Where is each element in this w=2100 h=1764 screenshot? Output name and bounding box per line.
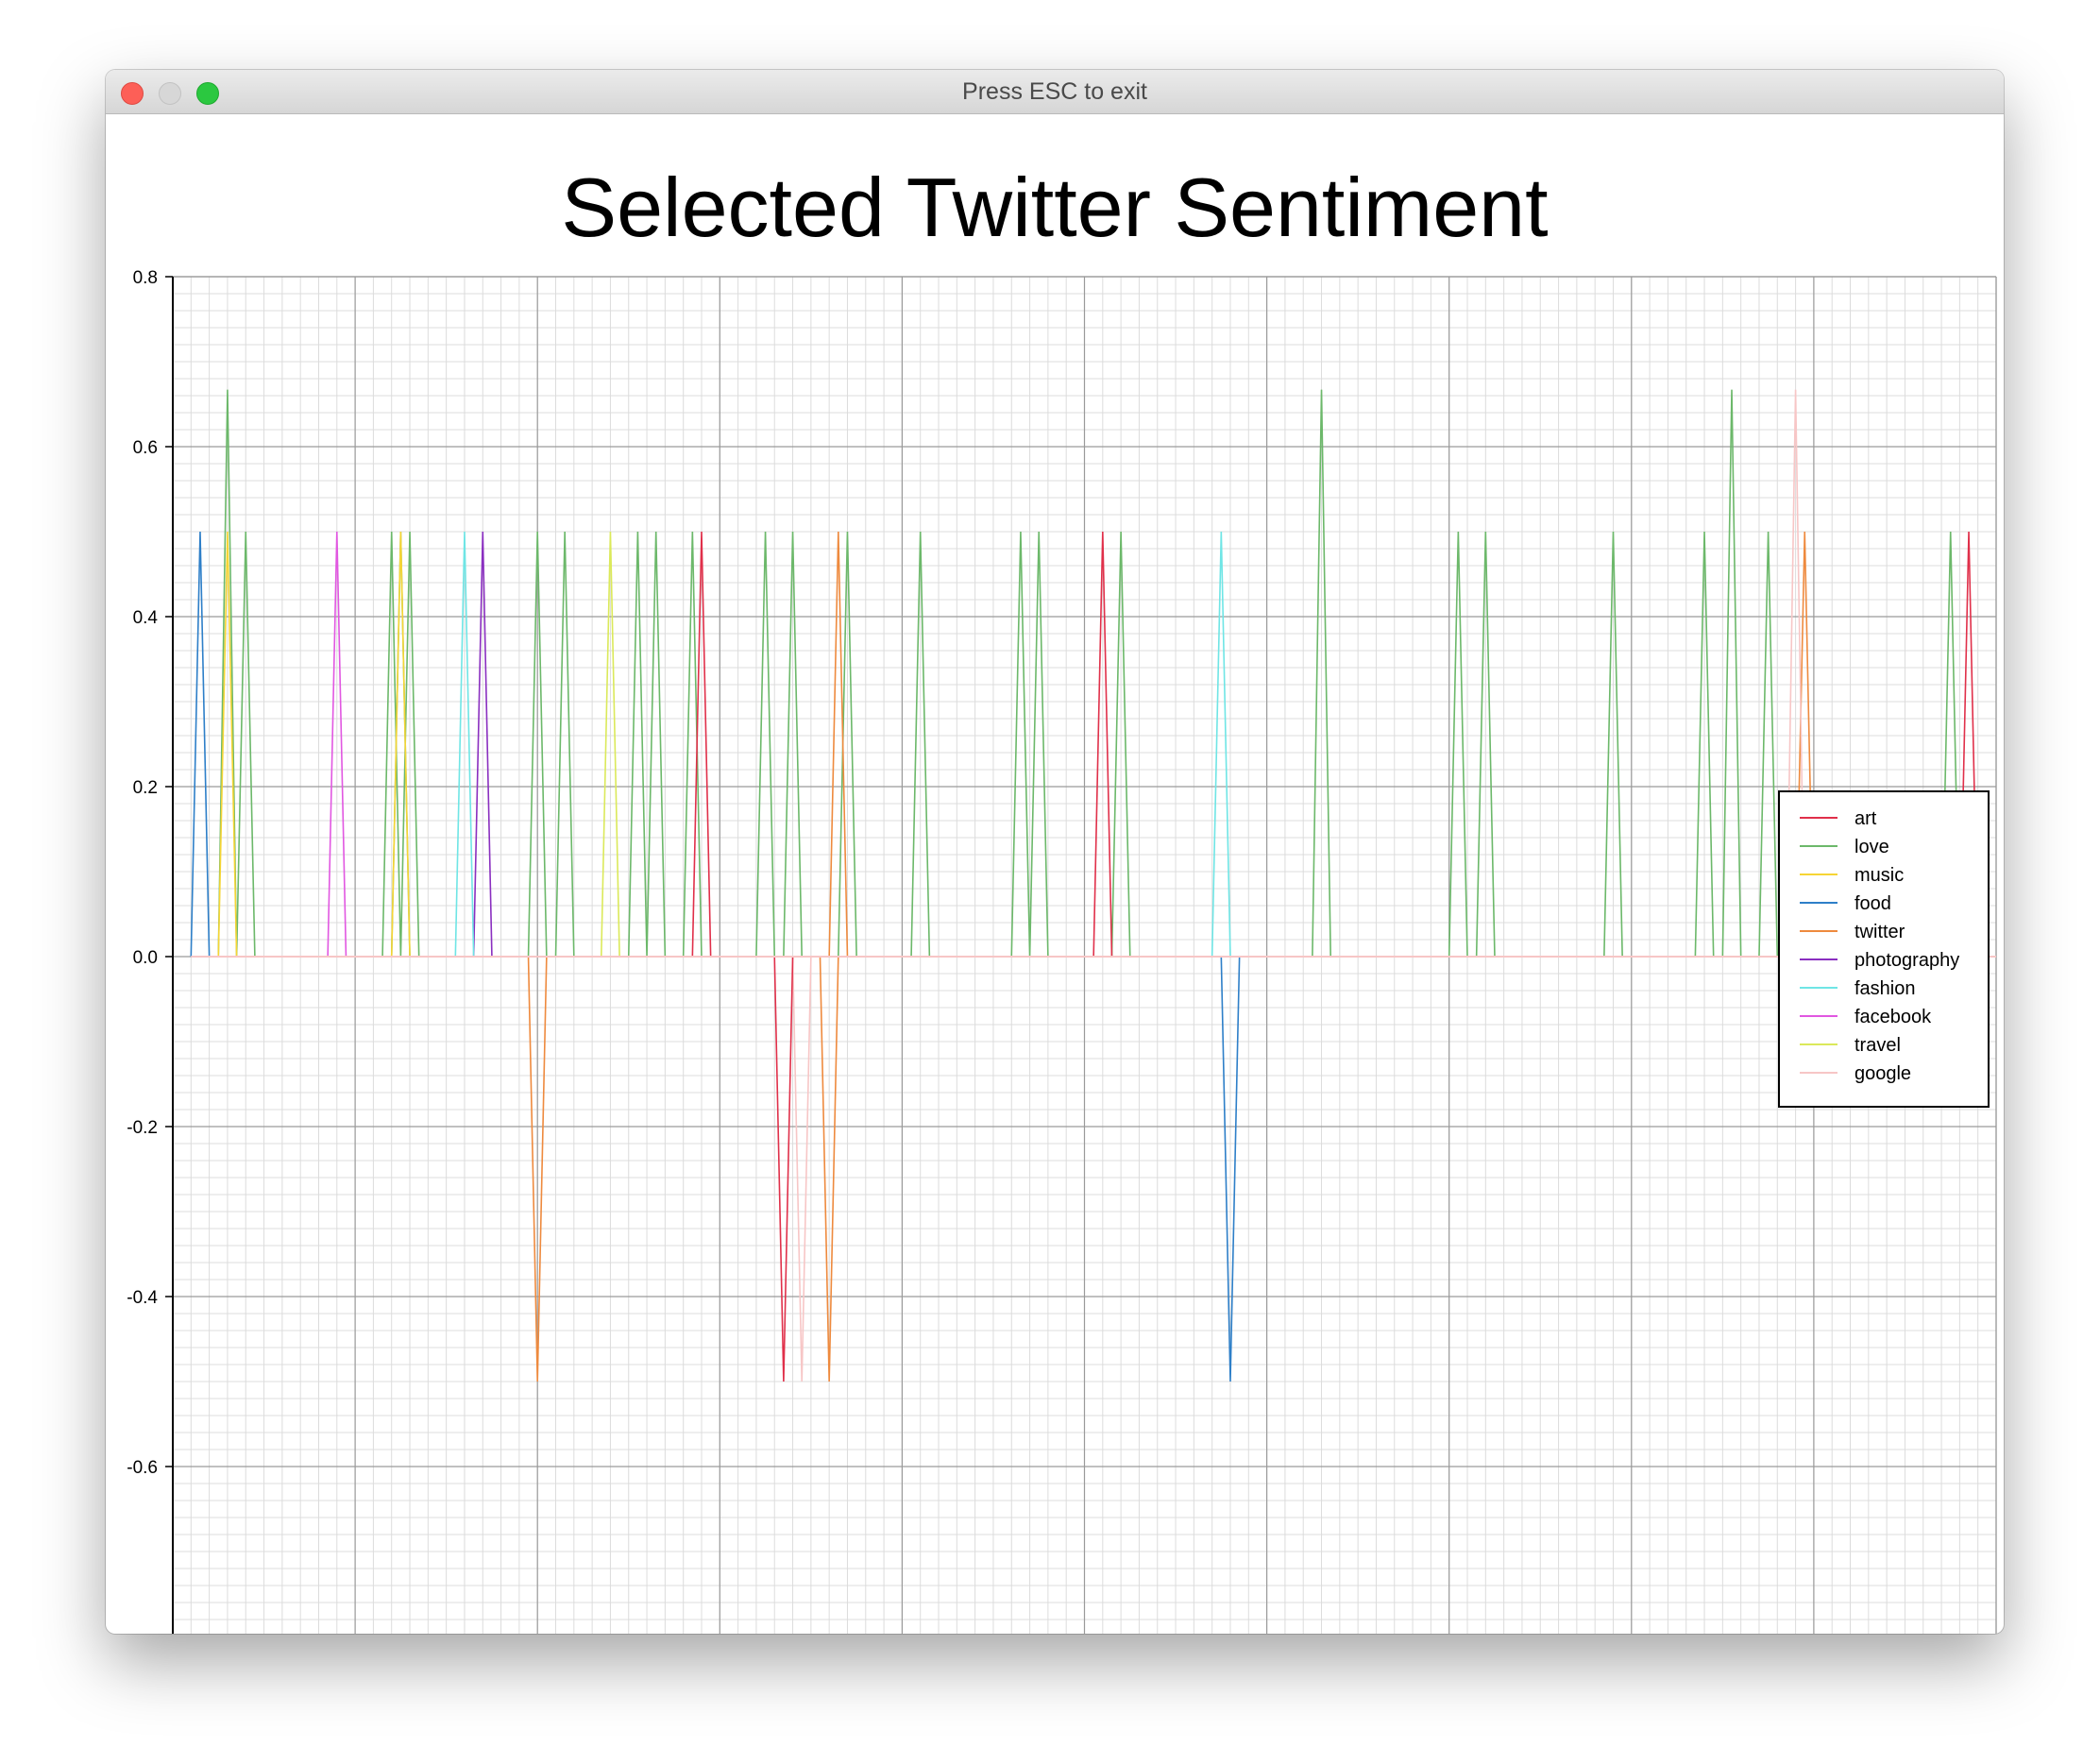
sentiment-chart: Selected Twitter Sentiment 20.040.060.08… <box>127 161 1997 1634</box>
legend-label-facebook: facebook <box>1854 1007 1932 1027</box>
close-button[interactable] <box>121 82 144 105</box>
series-line-travel <box>600 531 620 958</box>
series-line-twitter <box>527 531 1815 1382</box>
y-tick-label: 0.4 <box>133 608 159 628</box>
legend-label-art: art <box>1854 808 1877 829</box>
series-layer <box>190 389 1996 1382</box>
legend: art love music food twitter photography fashio… <box>1778 790 1990 1108</box>
y-tick-label: 0.8 <box>133 268 158 288</box>
chart-title: Selected Twitter Sentiment <box>561 161 1548 254</box>
legend-label-google: google <box>1854 1063 1911 1084</box>
y-tick-labels: 0.8 0.6 0.4 0.2 0.0 -0.2 -0.4 -0.6 <box>127 268 173 1478</box>
legend-label-twitter: twitter <box>1854 922 1905 942</box>
y-tick-label: -0.2 <box>127 1118 158 1138</box>
legend-label-food: food <box>1854 893 1891 914</box>
window-title: Press ESC to exit <box>962 78 1147 105</box>
y-tick-label: -0.4 <box>127 1288 158 1308</box>
series-line-fashion <box>454 531 1231 958</box>
app-window: Press ESC to exit Selected Twitter Senti… <box>106 70 2004 1634</box>
legend-box <box>1778 790 1990 1108</box>
series-line-google <box>791 389 1806 1382</box>
legend-label-music: music <box>1854 865 1904 886</box>
series-line-facebook <box>327 531 347 958</box>
y-tick-label: -0.6 <box>127 1458 158 1478</box>
y-tick-label: 0.0 <box>133 948 158 968</box>
y-tick-label: 0.6 <box>133 438 158 458</box>
series-line-photography <box>472 531 493 958</box>
minimize-button[interactable] <box>159 82 181 105</box>
series-line-art <box>691 531 1979 1382</box>
series-line-love <box>217 389 1961 958</box>
legend-label-love: love <box>1854 837 1889 857</box>
legend-label-travel: travel <box>1854 1035 1901 1056</box>
series-line-food <box>190 531 1241 1382</box>
legend-label-photography: photography <box>1854 950 1959 971</box>
series-line-music <box>217 531 411 958</box>
zoom-button[interactable] <box>196 82 219 105</box>
legend-label-fashion: fashion <box>1854 978 1916 999</box>
title-bar: Press ESC to exit <box>106 70 2004 114</box>
y-tick-label: 0.2 <box>133 778 158 798</box>
